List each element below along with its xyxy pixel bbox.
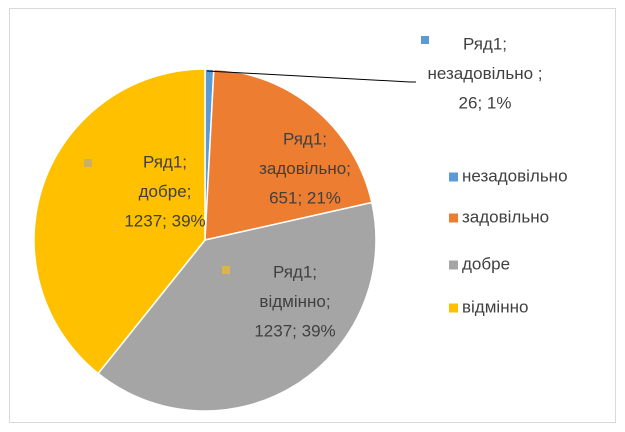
legend-marker <box>449 172 458 182</box>
pie-slice <box>204 68 373 241</box>
data-label: добре; <box>139 182 192 201</box>
legend-marker <box>449 303 458 313</box>
legend-label: добре <box>462 254 510 273</box>
data-label: 651; 21% <box>269 188 341 207</box>
data-label: Ряд1; <box>463 34 507 53</box>
label-key <box>84 159 92 167</box>
pie-slice <box>33 68 206 375</box>
data-label: Ряд1; <box>283 129 327 148</box>
leader-line <box>206 70 416 83</box>
data-label: 1237; 39% <box>124 211 205 230</box>
pie-slice <box>97 201 377 412</box>
label-key <box>421 36 429 44</box>
label-key <box>228 134 236 142</box>
data-label: Ряд1; <box>143 152 187 171</box>
data-label: Ряд1; <box>273 262 317 281</box>
legend-label: задовільно <box>462 207 549 226</box>
data-label: відмінно; <box>259 292 330 311</box>
data-label: 1237; 39% <box>254 321 335 340</box>
data-label: задовільно; <box>259 159 351 178</box>
legend-label: незадовільно <box>462 166 568 185</box>
data-label: 26; 1% <box>459 93 512 112</box>
label-key <box>222 266 230 274</box>
legend-marker <box>449 213 458 223</box>
legend-marker <box>449 260 458 270</box>
legend-label: відмінно <box>462 297 528 316</box>
data-label: незадовільно ; <box>428 64 543 83</box>
